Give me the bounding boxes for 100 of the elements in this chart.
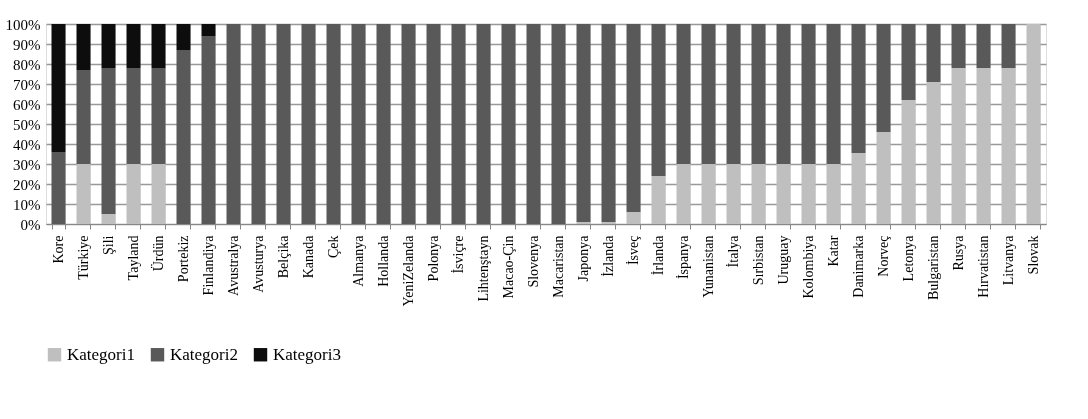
bar bbox=[51, 24, 66, 152]
bar bbox=[101, 214, 116, 224]
x-tick-label: Uruguay bbox=[776, 235, 791, 285]
x-tick-label: Bulgaristan bbox=[926, 235, 941, 301]
bar bbox=[626, 24, 641, 212]
bar bbox=[126, 68, 141, 164]
x-tick-label: Portekiz bbox=[176, 235, 191, 283]
y-tick-label: 70% bbox=[13, 76, 41, 93]
bar bbox=[551, 24, 566, 224]
x-tick-label: Şili bbox=[101, 235, 116, 255]
bar bbox=[426, 24, 441, 224]
bar bbox=[776, 164, 791, 224]
bar bbox=[51, 152, 66, 224]
bar bbox=[576, 24, 591, 222]
bar bbox=[851, 24, 866, 153]
x-tick-label: Ürdün bbox=[150, 235, 166, 272]
bar bbox=[726, 164, 741, 224]
bar bbox=[226, 24, 241, 224]
bar bbox=[276, 24, 291, 224]
legend-label: Kategori3 bbox=[273, 344, 341, 364]
bar bbox=[326, 24, 341, 224]
bar bbox=[676, 164, 691, 224]
bar bbox=[976, 24, 991, 68]
x-tick-label: Finlandiya bbox=[201, 234, 216, 296]
x-tick-label: Slovak bbox=[1026, 235, 1041, 275]
bar bbox=[751, 24, 766, 164]
y-tick-label: 90% bbox=[13, 36, 41, 53]
x-tick-label: Kanada bbox=[301, 234, 316, 279]
x-tick-label: Almanya bbox=[351, 234, 366, 287]
bar bbox=[476, 24, 491, 224]
x-tick-label: Norveç bbox=[876, 235, 891, 277]
bar bbox=[251, 24, 266, 224]
y-tick-label: 20% bbox=[13, 176, 41, 193]
x-tick-label: İzlanda bbox=[601, 234, 616, 277]
bar bbox=[826, 24, 841, 164]
x-tick-label: İspanya bbox=[676, 234, 691, 280]
bar bbox=[1026, 24, 1041, 224]
x-tick-label: İsveç bbox=[626, 235, 641, 266]
x-tick-label: Hollanda bbox=[376, 234, 391, 287]
bar bbox=[376, 24, 391, 224]
bar bbox=[76, 70, 91, 164]
bar bbox=[151, 24, 166, 68]
bar bbox=[676, 24, 691, 164]
bar bbox=[901, 24, 916, 100]
x-tick-label: Danimarka bbox=[851, 234, 866, 298]
bar bbox=[351, 24, 366, 224]
bar bbox=[76, 24, 91, 70]
y-tick-label: 80% bbox=[13, 56, 41, 73]
bar bbox=[1001, 24, 1016, 68]
bar bbox=[726, 24, 741, 164]
x-tick-label: Polonya bbox=[426, 234, 441, 282]
x-tick-label: Sırbistan bbox=[751, 235, 766, 286]
bar bbox=[801, 24, 816, 164]
bar bbox=[501, 24, 516, 224]
bar bbox=[301, 24, 316, 224]
y-tick-label: 40% bbox=[13, 136, 41, 153]
x-tick-label: Avustralya bbox=[226, 234, 241, 296]
x-tick-label: Avusturya bbox=[251, 234, 266, 293]
x-tick-label: Slovenya bbox=[526, 234, 541, 288]
bar bbox=[776, 24, 791, 164]
y-tick-label: 100% bbox=[5, 16, 41, 33]
bar bbox=[126, 24, 141, 68]
x-tick-label: Rusya bbox=[951, 234, 966, 271]
x-tick-label: İsviçre bbox=[451, 235, 466, 274]
x-tick-label: YeniZelanda bbox=[401, 234, 416, 307]
bar bbox=[176, 24, 191, 50]
bar bbox=[951, 68, 966, 224]
x-tick-label: Hırvatistan bbox=[976, 235, 991, 298]
bar bbox=[151, 68, 166, 164]
y-tick-label: 0% bbox=[20, 216, 41, 233]
bar bbox=[201, 24, 216, 36]
x-tick-label: İrlanda bbox=[651, 234, 666, 276]
bar bbox=[951, 24, 966, 68]
x-tick-label: Çek bbox=[326, 235, 341, 259]
bar bbox=[926, 82, 941, 224]
y-tick-label: 60% bbox=[13, 96, 41, 113]
x-tick-label: Kore bbox=[51, 235, 66, 264]
bar bbox=[401, 24, 416, 224]
bar bbox=[601, 24, 616, 222]
x-tick-label: Macao-Çin bbox=[501, 235, 516, 299]
legend-label: Kategori1 bbox=[67, 344, 135, 364]
x-tick-label: Litvanya bbox=[1001, 234, 1016, 286]
x-tick-label: Belçika bbox=[276, 234, 291, 279]
bar bbox=[901, 100, 916, 224]
bar bbox=[826, 164, 841, 224]
bar bbox=[651, 176, 666, 224]
bar bbox=[751, 164, 766, 224]
bar bbox=[651, 24, 666, 176]
bar bbox=[876, 132, 891, 224]
bar bbox=[76, 164, 91, 224]
bar bbox=[451, 24, 466, 224]
x-tick-label: Kolombiya bbox=[801, 234, 816, 299]
y-tick-label: 50% bbox=[13, 116, 41, 133]
bar bbox=[176, 50, 191, 224]
bar bbox=[701, 24, 716, 164]
x-tick-label: İtalya bbox=[726, 234, 741, 268]
y-tick-label: 10% bbox=[13, 196, 41, 213]
bar bbox=[151, 164, 166, 224]
bar bbox=[851, 153, 866, 224]
bar bbox=[101, 68, 116, 214]
